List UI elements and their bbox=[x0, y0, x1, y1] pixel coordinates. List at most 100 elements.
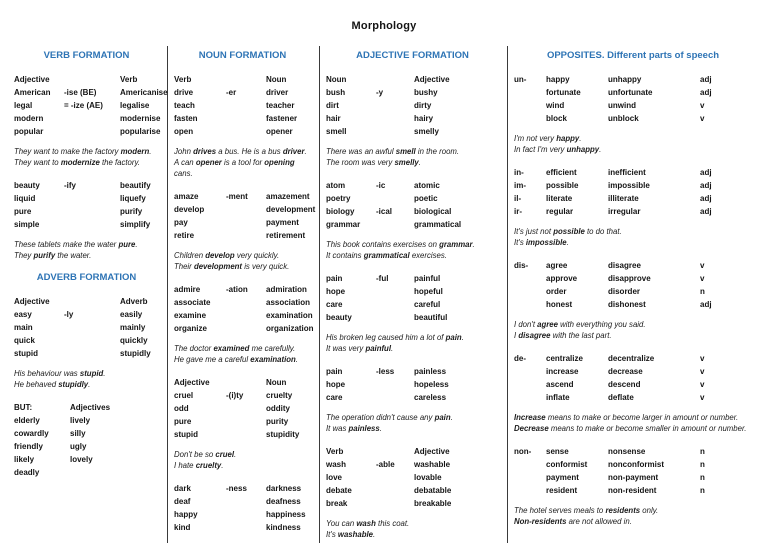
table-cell: -ation bbox=[226, 285, 248, 294]
table-cell bbox=[226, 112, 266, 125]
example-line: There was an awful smell in the room. bbox=[326, 146, 499, 157]
table-cell: kindness bbox=[266, 523, 301, 532]
emphasized-word: painful bbox=[365, 344, 391, 353]
table-header-cell: BUT: bbox=[14, 403, 33, 412]
table-cell: dark bbox=[174, 484, 191, 493]
table-cell bbox=[226, 322, 266, 335]
sentence-text: . bbox=[599, 145, 602, 154]
emphasized-word: smell bbox=[395, 147, 416, 156]
emphasized-word: impossible bbox=[525, 238, 567, 247]
sentence-text: very quickly. bbox=[234, 251, 280, 260]
table-cell: -less bbox=[376, 367, 395, 376]
table-cell: fortunate bbox=[546, 88, 581, 97]
table-header-cell: Verb bbox=[120, 75, 138, 84]
table-cell bbox=[376, 471, 414, 484]
table-cell: cruel bbox=[174, 391, 194, 400]
table-cell: happy bbox=[546, 75, 570, 84]
sentence-text: exercises. bbox=[409, 251, 447, 260]
table-cell: -ness bbox=[226, 484, 247, 493]
table-cell: admire bbox=[174, 285, 201, 294]
table-cell: block bbox=[546, 114, 567, 123]
table-cell: v bbox=[700, 114, 705, 123]
sentence-text: I bbox=[514, 331, 519, 340]
sentence-text: only. bbox=[640, 506, 659, 515]
example-line: The room was very smelly. bbox=[326, 157, 499, 168]
sentence-text: It was very bbox=[326, 344, 366, 353]
table-cell: deflate bbox=[608, 393, 634, 402]
table-cell: stupid bbox=[174, 430, 198, 439]
table-cell: atomic bbox=[414, 181, 440, 190]
table-cell bbox=[514, 365, 546, 378]
table-cell bbox=[70, 466, 159, 479]
example-line: This book contains exercises on grammar. bbox=[326, 239, 499, 250]
word-table: atom -ic atomic poetry poetic biology -ical bio… bbox=[326, 179, 499, 231]
table-cell: smell bbox=[326, 127, 347, 136]
table-cell: adj bbox=[700, 194, 712, 203]
table-cell: care bbox=[326, 393, 343, 402]
table-cell: disorder bbox=[608, 287, 641, 296]
emphasized-word: agree bbox=[537, 320, 558, 329]
example-line: I don't agree with everything you said. bbox=[514, 319, 752, 330]
table-cell: happy bbox=[174, 510, 198, 519]
example-sentences: Children develop very quickly. Their deve… bbox=[174, 250, 311, 272]
table-cell bbox=[64, 218, 120, 231]
example-sentences: His broken leg caused him a lot of pain.… bbox=[326, 332, 499, 354]
example-line: I disagree with the last part. bbox=[514, 330, 752, 341]
table-cell bbox=[226, 296, 266, 309]
table-cell: beauty bbox=[326, 313, 352, 322]
table-cell: fasten bbox=[174, 114, 198, 123]
word-table: BUT: Adjectives elderly lively cowardly silly… bbox=[14, 401, 159, 479]
sentence-text: . bbox=[379, 424, 382, 433]
sentence-text: There was an awful bbox=[326, 147, 396, 156]
table-cell: legalise bbox=[120, 101, 150, 110]
table-cell: washable bbox=[414, 460, 451, 469]
example-line: They want to modernize the factory. bbox=[14, 157, 159, 168]
table-cell: hairy bbox=[414, 114, 434, 123]
table-cell: development bbox=[266, 205, 316, 214]
example-sentences: Don't be so cruel. I hate cruelty. bbox=[174, 449, 311, 471]
column-verb-formation: VERB FORMATION Adjective Verb American -ise … bbox=[8, 46, 168, 543]
table-cell bbox=[376, 378, 414, 391]
table-cell: liquid bbox=[14, 194, 36, 203]
table-cell: simple bbox=[14, 220, 40, 229]
emphasized-word: unhappy bbox=[566, 145, 600, 154]
table-cell: poetic bbox=[414, 194, 438, 203]
word-table: Verb Noun drive -er driver teach teacher fasten… bbox=[174, 73, 311, 138]
table-cell bbox=[376, 311, 414, 324]
table-cell: impossible bbox=[608, 181, 650, 190]
emphasized-word: purify bbox=[33, 251, 56, 260]
word-table: admire -ation admiration associate associati… bbox=[174, 283, 314, 335]
example-line: Children develop very quickly. bbox=[174, 250, 311, 261]
section-heading: VERB FORMATION bbox=[43, 50, 130, 61]
table-cell: easy bbox=[14, 310, 32, 319]
sentence-text: . bbox=[88, 380, 91, 389]
table-header-cell: Adjective bbox=[14, 297, 50, 306]
example-line: The hotel serves meals to residents only… bbox=[514, 505, 752, 516]
sentence-text: They want to bbox=[14, 158, 61, 167]
table-cell bbox=[226, 415, 266, 428]
table-cell: inflate bbox=[546, 393, 570, 402]
table-cell bbox=[226, 99, 266, 112]
table-cell bbox=[514, 298, 546, 311]
table-cell: biological bbox=[414, 207, 452, 216]
example-line: They purify the water. bbox=[14, 250, 159, 261]
example-sentences: I don't agree with everything you said. I… bbox=[514, 319, 752, 341]
table-cell: darkness bbox=[266, 484, 302, 493]
emphasized-word: Decrease bbox=[514, 424, 549, 433]
sentence-text: . bbox=[135, 240, 138, 249]
table-cell bbox=[376, 125, 414, 138]
table-cell: -er bbox=[226, 88, 237, 97]
table-header-cell: Adjective bbox=[14, 75, 50, 84]
word-table: Noun Adjective bush -y bushy dirt dirty hair hai… bbox=[326, 73, 499, 138]
example-sentences: The hotel serves meals to residents only… bbox=[514, 505, 752, 527]
table-header-cell: Adverb bbox=[120, 297, 148, 306]
table-cell: il- bbox=[514, 194, 522, 203]
table-header-cell: Verb bbox=[174, 75, 192, 84]
table-header-cell: Noun bbox=[266, 75, 287, 84]
sentence-text: It contains bbox=[326, 251, 364, 260]
table-cell: hopeful bbox=[414, 287, 443, 296]
example-sentences: It's just not possible to do that. It's i… bbox=[514, 226, 752, 248]
sentence-text: I'm not very bbox=[514, 134, 557, 143]
table-cell: -y bbox=[376, 88, 384, 97]
